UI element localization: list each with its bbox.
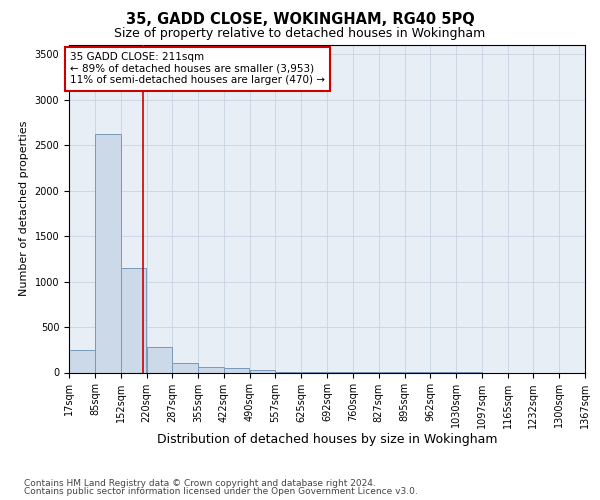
Bar [146, 347, 172, 372]
Text: Contains HM Land Registry data © Crown copyright and database right 2024.: Contains HM Land Registry data © Crown c… [24, 478, 376, 488]
Y-axis label: Number of detached properties: Number of detached properties [19, 121, 29, 296]
Bar [95, 134, 121, 372]
Text: Size of property relative to detached houses in Wokingham: Size of property relative to detached ho… [115, 28, 485, 40]
Bar [224, 368, 250, 372]
Text: 35, GADD CLOSE, WOKINGHAM, RG40 5PQ: 35, GADD CLOSE, WOKINGHAM, RG40 5PQ [125, 12, 475, 28]
Bar [69, 350, 95, 372]
X-axis label: Distribution of detached houses by size in Wokingham: Distribution of detached houses by size … [157, 434, 497, 446]
Bar [121, 268, 146, 372]
Text: 35 GADD CLOSE: 211sqm
← 89% of detached houses are smaller (3,953)
11% of semi-d: 35 GADD CLOSE: 211sqm ← 89% of detached … [70, 52, 325, 86]
Bar [172, 364, 198, 372]
Bar [250, 370, 275, 372]
Bar [198, 367, 224, 372]
Text: Contains public sector information licensed under the Open Government Licence v3: Contains public sector information licen… [24, 487, 418, 496]
